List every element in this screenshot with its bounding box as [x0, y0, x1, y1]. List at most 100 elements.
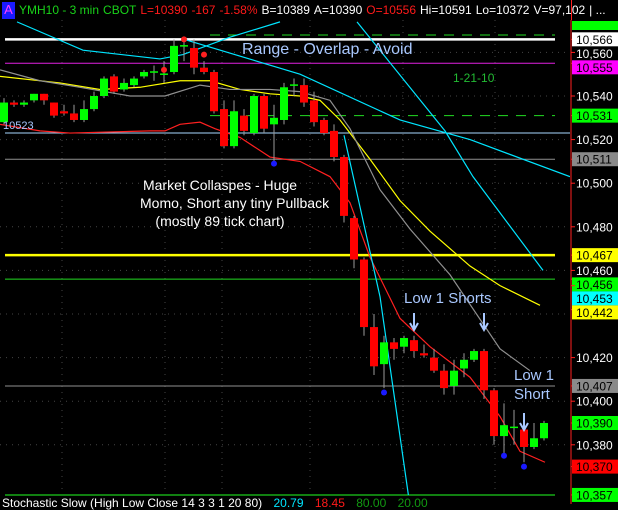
open-price: O=10556 — [366, 3, 416, 17]
bid-price: B=10389 — [261, 3, 310, 17]
candle-down — [290, 84, 298, 86]
candle-down — [310, 100, 318, 123]
axis-label: 10,467 — [576, 249, 613, 263]
swing-dot — [501, 452, 507, 459]
exchange-label: CBOT — [103, 3, 137, 17]
axis-label-bg — [572, 459, 618, 474]
axis-label: 10,400 — [576, 395, 613, 409]
indicator-d: 18.45 — [314, 496, 345, 510]
annotation-low1-short-line1: Low 1 — [514, 367, 555, 384]
axis-label: 10,460 — [576, 264, 613, 278]
candle-down — [260, 96, 268, 129]
axis-label-bg — [572, 108, 618, 123]
axis-label-bg — [572, 416, 618, 430]
annotation-date: 1-21-10 — [453, 71, 495, 85]
candle-down — [180, 45, 188, 47]
axis-label-bg — [572, 152, 618, 167]
indicator-lower: 20.00 — [397, 496, 428, 510]
candle-up — [0, 102, 8, 123]
candle-down — [150, 71, 158, 73]
axis-label: 10,380 — [576, 438, 613, 452]
arrow-head-icon — [409, 322, 419, 333]
axis-label-bg — [572, 305, 618, 320]
annotation-low1-short-line2: Short — [514, 386, 550, 403]
swing-dot — [521, 463, 527, 470]
account-badge[interactable]: A — [2, 1, 15, 19]
swing-dot — [161, 66, 167, 73]
candle-down — [430, 357, 438, 371]
axis-label: 10,453 — [576, 292, 613, 306]
candle-up — [460, 359, 468, 369]
more-menu[interactable]: | ... — [589, 3, 606, 17]
candle-down — [360, 259, 368, 328]
candle-down — [240, 115, 248, 131]
axis-label-bg — [572, 248, 618, 263]
annotation-low1-short: Low 1 Short — [514, 366, 554, 404]
candle-up — [280, 87, 288, 120]
axis-label: 10,480 — [576, 220, 613, 234]
candle-up — [470, 351, 478, 360]
axis-label: 10,500 — [576, 177, 613, 191]
volume: V=97,102 — [533, 3, 586, 17]
axis-label: 10,442 — [576, 306, 613, 320]
candle-up — [250, 96, 258, 134]
axis-label: 10,357 — [576, 488, 613, 502]
axis-label-bg — [572, 60, 618, 75]
swing-dot — [181, 36, 187, 43]
candle-down — [50, 102, 58, 116]
candle-down — [200, 67, 208, 73]
annotation-collapse-line2: Momo, Short any tiny Pullback — [140, 195, 330, 211]
axis-label-bg — [572, 378, 618, 393]
candle-up — [130, 78, 138, 86]
axis-label-bg — [572, 32, 618, 47]
axis-label: 10,390 — [576, 417, 613, 431]
candle-down — [60, 111, 68, 114]
ask-price: A=10390 — [313, 3, 363, 17]
level-label-left: 10523 — [3, 120, 34, 132]
candle-down — [70, 113, 78, 120]
pct-change: -1.58% — [219, 3, 258, 17]
candle-down — [40, 93, 48, 101]
candle-up — [140, 72, 148, 77]
candle-up — [20, 102, 28, 105]
symbol-label: YMH10 - 3 min — [19, 3, 100, 17]
overlay-line — [183, 38, 570, 178]
candle-down — [330, 130, 338, 158]
axis-label-bg — [572, 277, 618, 292]
candle-down — [480, 351, 488, 391]
swing-dot — [381, 389, 387, 396]
axis-divider — [571, 0, 572, 20]
candle-up — [450, 370, 458, 386]
high-price: Hi=10591 — [420, 3, 472, 17]
low-price: Lo=10372 — [475, 3, 530, 17]
axis-label: 10,420 — [576, 351, 613, 365]
candle-up — [500, 425, 508, 437]
candle-down — [340, 157, 348, 216]
candle-down — [210, 72, 218, 112]
candle-down — [370, 327, 378, 367]
overlay-line — [0, 121, 546, 463]
candle-down — [420, 353, 428, 356]
axis-label: 10,407 — [576, 379, 613, 393]
overlay-line — [343, 135, 409, 495]
candle-down — [110, 76, 118, 92]
swing-dot — [271, 160, 277, 167]
axis-label: 10,540 — [576, 90, 613, 104]
candle-down — [320, 119, 328, 134]
indicator-legend: Stochastic Slow (High Low Close 14 3 3 1… — [2, 496, 436, 510]
candle-up — [80, 109, 88, 120]
axis-label: 10,456 — [576, 278, 613, 292]
annotation-collapse-line3: (mostly 89 tick chart) — [155, 213, 285, 229]
net-change: -167 — [191, 3, 216, 17]
axis-label: 10,555 — [576, 61, 613, 75]
candle-up — [270, 117, 278, 125]
candle-down — [490, 390, 498, 437]
axis-label: 10,560 — [576, 47, 613, 61]
axis-label: 10,566 — [576, 33, 613, 47]
swing-dot — [201, 51, 207, 58]
candle-down — [410, 340, 418, 352]
axis-label-hidden — [572, 21, 618, 30]
candle-down — [390, 342, 398, 349]
candle-down — [190, 48, 198, 68]
